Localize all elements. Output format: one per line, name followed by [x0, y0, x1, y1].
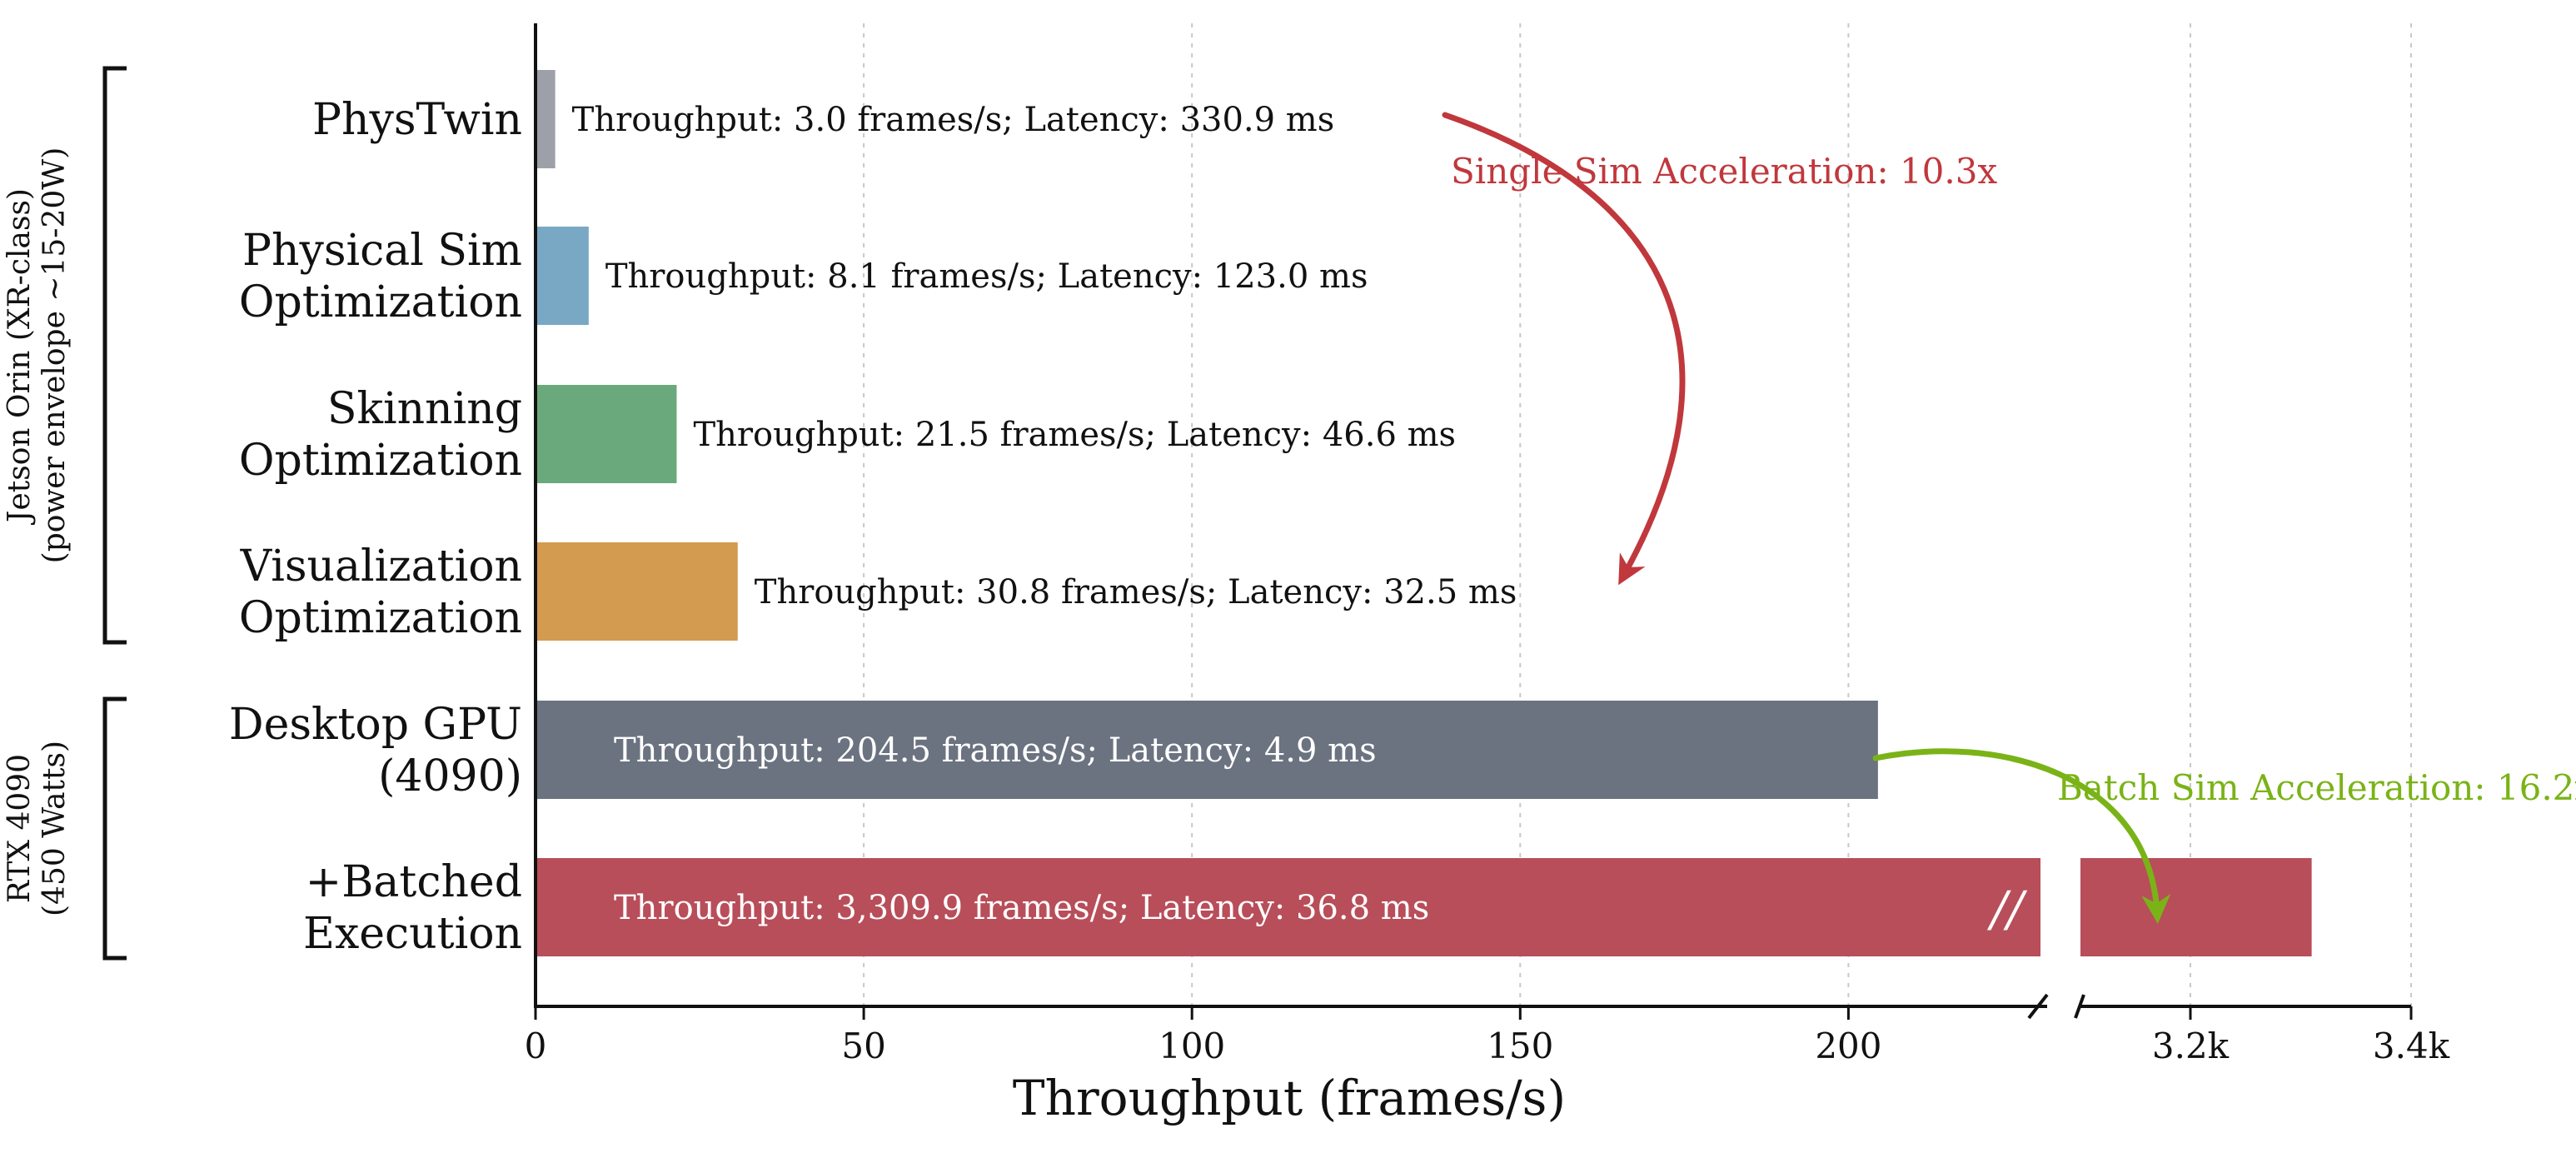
bar	[536, 701, 1878, 799]
category-label: Optimization	[239, 436, 522, 486]
acceleration-label: Single Sim Acceleration: 10.3x	[1451, 151, 1997, 192]
group-bracket	[102, 66, 127, 645]
data-label: Throughput: 204.5 frames/s; Latency: 4.9…	[614, 731, 1377, 770]
x-tick-label: 3.4k	[2373, 1026, 2450, 1066]
grid-lines	[863, 23, 2412, 1006]
group-label: (power envelope ~15-20W)	[37, 147, 72, 564]
bar	[536, 385, 677, 483]
category-label: Visualization	[240, 542, 522, 591]
data-label: Throughput: 3,309.9 frames/s; Latency: 3…	[614, 889, 1429, 927]
bar	[536, 70, 556, 168]
x-tick-label: 150	[1487, 1026, 1553, 1066]
data-label: Throughput: 3.0 frames/s; Latency: 330.9…	[572, 101, 1335, 139]
x-tick-label: 3.2k	[2152, 1026, 2230, 1066]
category-label: PhysTwin	[312, 95, 522, 145]
bars	[536, 70, 2312, 956]
bar-labels: Throughput: 3.0 frames/s; Latency: 330.9…	[229, 95, 2028, 959]
group-bracket	[102, 696, 127, 961]
axis-break-mark	[2074, 994, 2085, 1019]
x-tick-label: 200	[1815, 1026, 1881, 1066]
category-label: (4090)	[378, 751, 522, 801]
x-tick-label: 0	[525, 1026, 547, 1066]
acceleration-annotations: Single Sim Acceleration: 10.3x Batch Sim …	[1442, 112, 2576, 924]
break-mark: //	[1986, 881, 2028, 937]
data-label: Throughput: 8.1 frames/s; Latency: 123.0…	[605, 257, 1368, 296]
bar	[536, 227, 589, 325]
category-label: Optimization	[239, 277, 522, 327]
group-brackets: Jetson Orin (XR-class) (power envelope ~1…	[2, 66, 127, 961]
group-label: Jetson Orin (XR-class)	[2, 188, 37, 526]
category-label: Optimization	[239, 593, 522, 643]
data-label: Throughput: 21.5 frames/s; Latency: 46.6…	[693, 416, 1456, 454]
category-label: Physical Sim	[242, 226, 522, 276]
x-tick-label: 50	[841, 1026, 885, 1066]
acceleration-arrow	[1872, 748, 2171, 924]
group-label: (450 Watts)	[37, 741, 72, 916]
x-axis-title: Throughput (frames/s)	[1013, 1070, 1566, 1126]
data-label: Throughput: 30.8 frames/s; Latency: 32.5…	[755, 573, 1517, 611]
acceleration-arrow	[1442, 112, 1686, 586]
x-tick-label: 100	[1158, 1026, 1225, 1066]
x-axis: 0 50 100 150 200 3.2k 3.4k	[525, 23, 2450, 1066]
category-label: +Batched	[306, 857, 522, 907]
acceleration-label: Batch Sim Acceleration: 16.2x	[2057, 767, 2576, 808]
bar	[536, 542, 738, 641]
group-label: RTX 4090	[2, 754, 37, 903]
category-label: Desktop GPU	[229, 700, 522, 750]
bar	[2080, 858, 2312, 956]
bar	[536, 858, 2040, 956]
category-label: Execution	[303, 909, 522, 959]
axis-break-mark	[2027, 993, 2049, 1020]
category-label: Skinning	[327, 384, 522, 434]
